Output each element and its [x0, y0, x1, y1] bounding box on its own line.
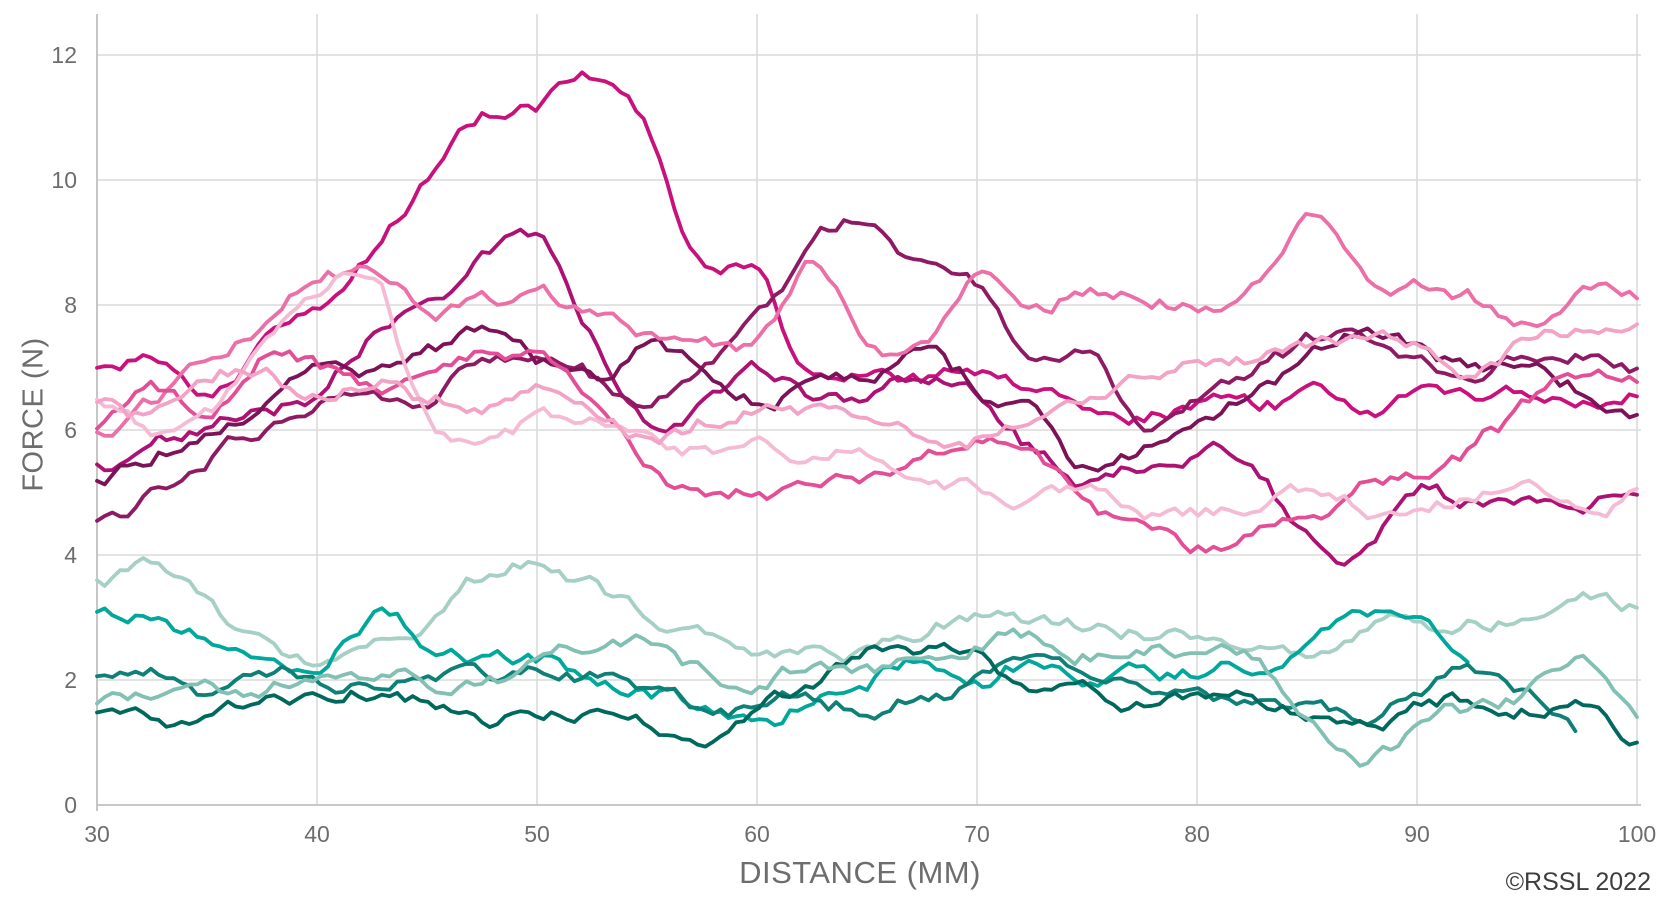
y-tick-label: 2	[64, 667, 77, 693]
y-tick-label: 0	[64, 792, 77, 818]
y-tick-label: 6	[64, 417, 77, 443]
series-teal-trace-3	[95, 653, 1578, 733]
copyright-watermark: ©RSSL 2022	[1505, 868, 1651, 896]
series-pink-trace-2	[95, 227, 1639, 567]
x-tick-label: 100	[1618, 821, 1656, 847]
x-tick-label: 50	[524, 821, 550, 847]
series-teal-trace-4	[95, 641, 1639, 749]
series-pink-trace-5	[95, 212, 1639, 438]
y-tick-label: 12	[51, 42, 77, 68]
x-tick-label: 70	[964, 821, 990, 847]
series-teal-trace-2	[95, 606, 1470, 728]
series-pink-trace-3	[95, 218, 1639, 523]
series-pink-trace-7	[95, 271, 1639, 521]
y-tick-label: 10	[51, 167, 77, 193]
x-tick-label: 90	[1404, 821, 1430, 847]
x-axis-title: DISTANCE (MM)	[739, 855, 981, 890]
series-pink-trace-6	[95, 348, 1639, 555]
x-tick-label: 30	[84, 821, 110, 847]
x-tick-label: 80	[1184, 821, 1210, 847]
series-pink-trace-8	[95, 322, 1639, 450]
x-tick-label: 40	[304, 821, 330, 847]
y-tick-label: 8	[64, 292, 77, 318]
series-pink-trace-1-peak	[95, 70, 1639, 426]
series-pink-trace-4	[95, 324, 1639, 487]
y-tick-label: 4	[64, 542, 77, 568]
y-axis-title: FORCE (N)	[17, 337, 50, 492]
x-tick-label: 60	[744, 821, 770, 847]
series-teal-trace-5	[95, 627, 1639, 768]
series-teal-trace-1	[95, 556, 1639, 668]
